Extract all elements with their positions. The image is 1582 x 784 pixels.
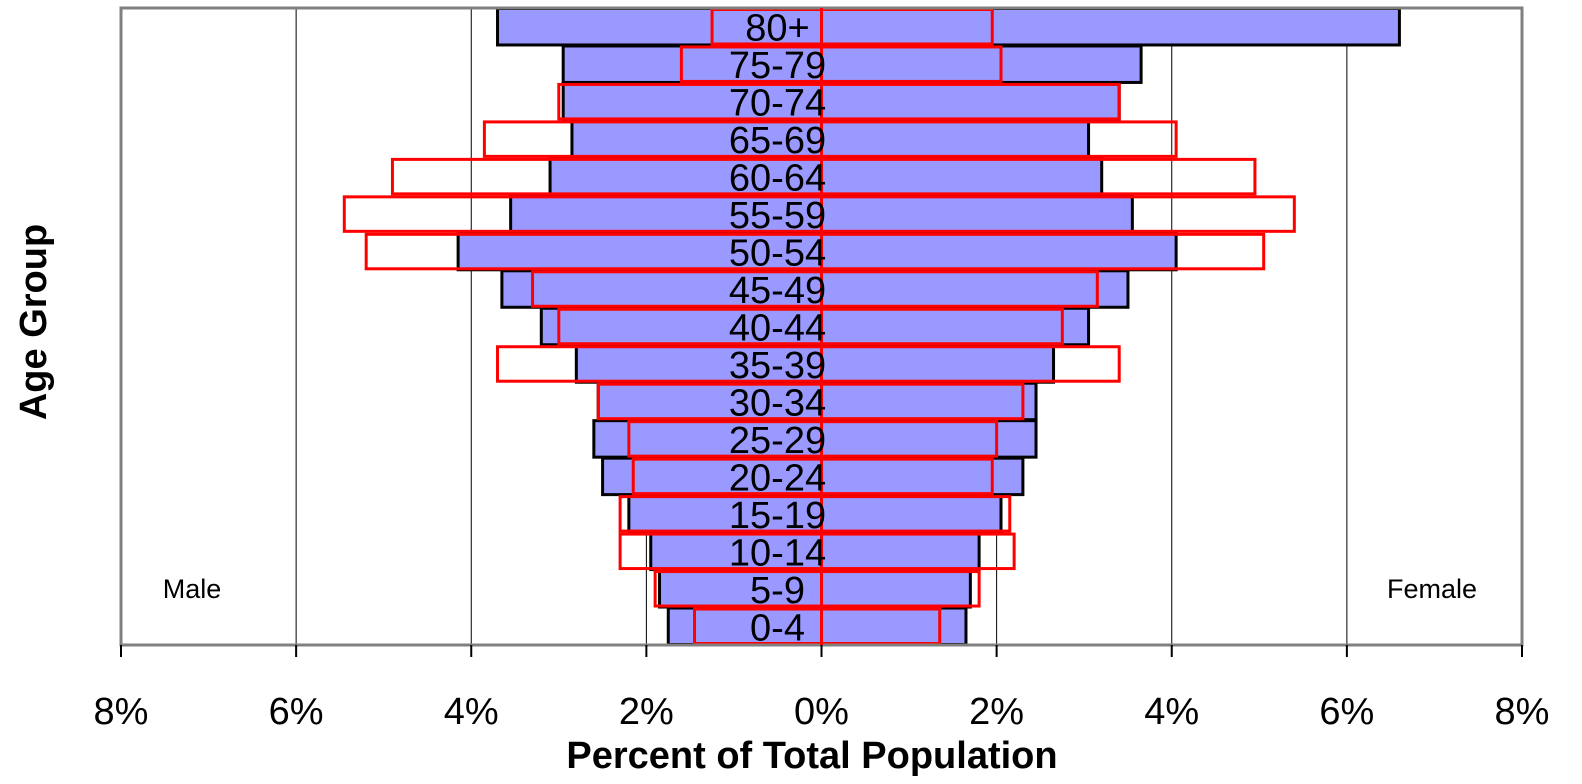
- x-tick-label: 8%: [1495, 691, 1550, 733]
- age-label: 75-79: [729, 45, 826, 87]
- female-bar-45-49: [820, 269, 1130, 309]
- female-bar-10-14: [820, 531, 981, 572]
- female-bar-80+: [820, 7, 1401, 47]
- female-bar-50-54: [820, 231, 1178, 272]
- x-tick-label: 4%: [1144, 691, 1199, 733]
- x-tick-label: 2%: [619, 691, 674, 733]
- age-label: 10-14: [729, 532, 826, 574]
- female-bar-35-39: [820, 344, 1056, 384]
- x-tick-label: 8%: [94, 691, 149, 733]
- age-label: 20-24: [729, 457, 826, 499]
- age-label: 5-9: [750, 570, 805, 612]
- female-bar-60-64: [820, 156, 1104, 197]
- age-label: 80+: [745, 8, 809, 50]
- plot-frame: [119, 6, 1524, 657]
- x-tick-label: 0%: [794, 691, 849, 733]
- male-bar-60-64: [548, 156, 824, 197]
- male-bar-40-44: [539, 306, 823, 347]
- age-label: 70-74: [729, 83, 826, 125]
- female-bar-40-44: [820, 306, 1091, 347]
- female-bar-70-74: [820, 81, 1121, 122]
- age-group-labels: 0-45-910-1415-1920-2425-2930-3435-3940-4…: [729, 8, 826, 650]
- female-bar-15-19: [820, 494, 1003, 534]
- y-axis-title: Age Group: [13, 224, 55, 420]
- age-label: 25-29: [729, 420, 826, 462]
- female-bar-5-9: [820, 569, 972, 609]
- male-label: Male: [163, 574, 222, 604]
- female-bar-75-79: [820, 44, 1143, 84]
- x-tick-label: 6%: [269, 691, 324, 733]
- male-bar-55-59: [509, 194, 823, 234]
- age-label: 60-64: [729, 158, 826, 200]
- age-label: 30-34: [729, 382, 826, 424]
- male-bar-20-24: [601, 456, 823, 497]
- age-label: 35-39: [729, 345, 826, 387]
- male-bar-30-34: [596, 381, 824, 422]
- x-tick-label: 2%: [969, 691, 1024, 733]
- female-bar-30-34: [820, 381, 1038, 422]
- filled-bars: [456, 7, 1401, 647]
- age-label: 45-49: [729, 270, 826, 312]
- age-label: 0-4: [750, 607, 805, 649]
- female-bar-0-4: [820, 606, 968, 647]
- age-label: 40-44: [729, 308, 826, 350]
- age-label: 55-59: [729, 195, 826, 237]
- x-tick-labels: 8% 6% 4% 2% 0% 2% 4% 6% 8%: [94, 691, 1550, 733]
- x-axis-title: Percent of Total Population: [566, 735, 1057, 777]
- female-label: Female: [1387, 574, 1477, 604]
- age-label: 15-19: [729, 495, 826, 537]
- x-tick-label: 4%: [444, 691, 499, 733]
- female-bar-25-29: [820, 419, 1038, 459]
- x-tick-label: 6%: [1319, 691, 1374, 733]
- age-label: 65-69: [729, 120, 826, 162]
- female-bar-55-59: [820, 194, 1134, 234]
- female-bar-65-69: [820, 119, 1091, 159]
- age-label: 50-54: [729, 233, 826, 275]
- female-bar-20-24: [820, 456, 1025, 497]
